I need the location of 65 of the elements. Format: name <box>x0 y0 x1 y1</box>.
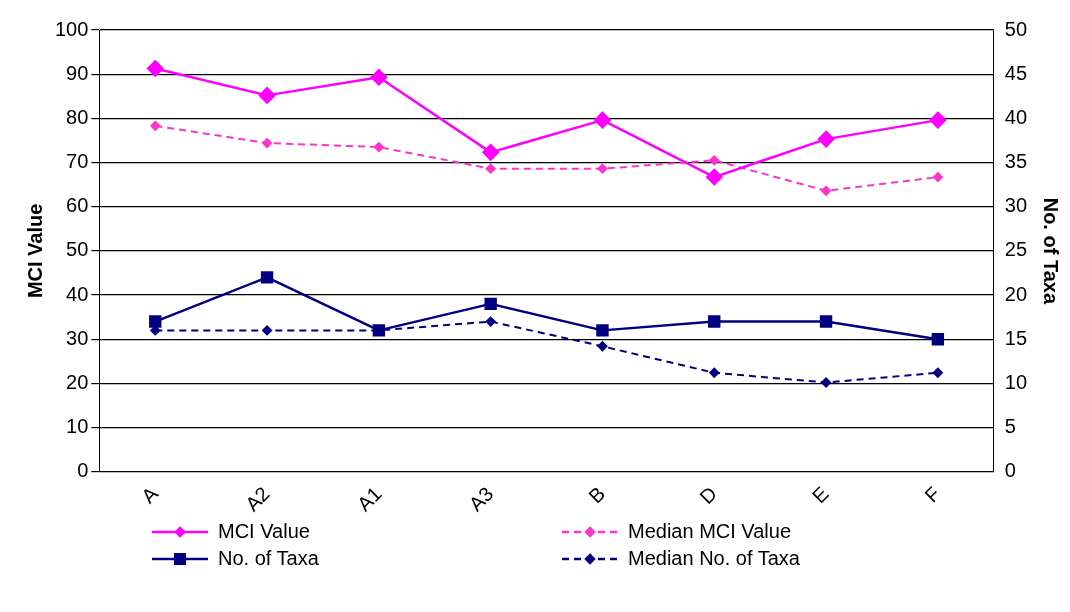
point <box>373 142 384 153</box>
y-axis-title: MCI Value <box>23 203 46 299</box>
point <box>596 324 609 337</box>
legend-label: MCI Value <box>218 520 310 543</box>
point <box>262 138 273 149</box>
y2-tick-label: 10 <box>1004 370 1027 393</box>
y-tick-label: 50 <box>66 238 89 261</box>
x-tick-label: A <box>137 481 163 508</box>
point <box>709 367 720 378</box>
point <box>594 111 611 129</box>
y2-tick-label: 50 <box>1004 17 1027 40</box>
y2-tick-label: 20 <box>1004 282 1027 305</box>
point <box>482 144 499 161</box>
y-tick-label: 20 <box>66 370 89 393</box>
point <box>597 163 608 174</box>
point <box>932 172 943 183</box>
y2-tick-label: 45 <box>1004 61 1027 84</box>
y-tick-label: 70 <box>66 150 89 173</box>
point <box>149 315 162 328</box>
y2-tick-label: 15 <box>1004 326 1027 349</box>
y-tick-label: 10 <box>66 415 89 438</box>
legend-label: No. of Taxa <box>218 547 319 570</box>
point <box>931 333 945 346</box>
x-tick-label: A2 <box>240 482 274 516</box>
point <box>819 315 833 328</box>
point <box>821 185 832 196</box>
y-tick-label: 90 <box>66 61 89 84</box>
x-tick-label: B <box>584 482 610 508</box>
point <box>597 341 608 352</box>
legend-label: Median MCI Value <box>628 520 792 543</box>
point <box>150 120 161 131</box>
x-tick-label: E <box>807 482 833 508</box>
point <box>706 168 723 186</box>
point <box>817 130 835 148</box>
point <box>370 69 388 86</box>
y2-tick-label: 5 <box>1004 415 1016 438</box>
point <box>821 377 832 388</box>
y-tick-label: 60 <box>66 194 89 217</box>
point <box>709 155 720 166</box>
y2-tick-label: 0 <box>1004 459 1016 482</box>
y2-tick-label: 25 <box>1004 238 1027 261</box>
point <box>258 87 276 104</box>
y-tick-label: 0 <box>77 459 89 482</box>
y2-tick-label: 35 <box>1004 150 1027 173</box>
point <box>484 297 497 311</box>
point <box>485 316 496 327</box>
x-tick-label: A3 <box>464 482 498 516</box>
point <box>485 163 496 174</box>
point <box>147 60 164 77</box>
x-tick-label: F <box>920 482 945 507</box>
legend-label: Median No. of Taxa <box>628 547 800 570</box>
y-tick-label: 80 <box>66 105 89 128</box>
point <box>260 271 274 284</box>
point <box>262 325 273 336</box>
point <box>929 111 947 129</box>
x-tick-label: A1 <box>352 482 386 516</box>
y2-tick-label: 30 <box>1004 194 1027 217</box>
point <box>932 367 943 378</box>
x-tick-label: D <box>695 482 721 509</box>
y2-tick-label: 40 <box>1004 105 1027 128</box>
y-tick-label: 40 <box>66 282 89 305</box>
point <box>708 315 721 328</box>
y2-axis-title: No. of Taxa <box>1040 197 1063 305</box>
y-tick-label: 30 <box>66 326 89 349</box>
y-tick-label: 100 <box>54 17 89 40</box>
